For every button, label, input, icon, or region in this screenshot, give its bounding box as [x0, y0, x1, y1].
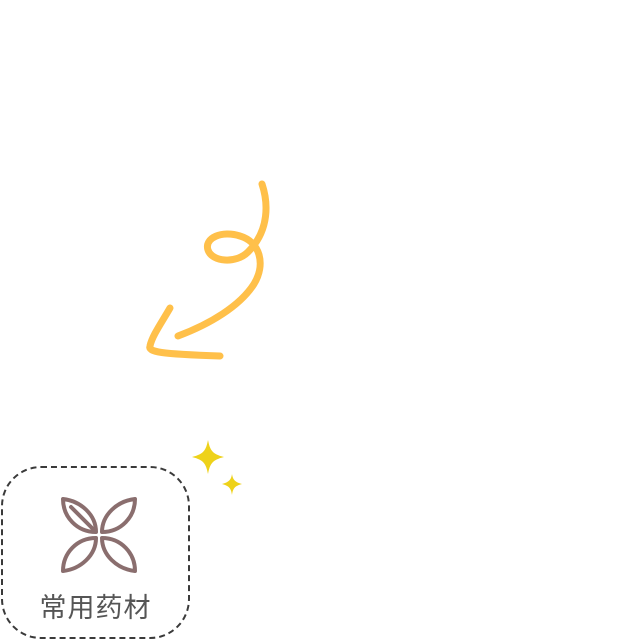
sparkles-icon [192, 440, 242, 495]
curly-arrow-icon [146, 180, 270, 360]
common-herbs-tile[interactable]: 常用药材 [1, 466, 190, 639]
tile-label: 常用药材 [39, 593, 152, 624]
four-leaf-herb-icon [61, 497, 137, 573]
